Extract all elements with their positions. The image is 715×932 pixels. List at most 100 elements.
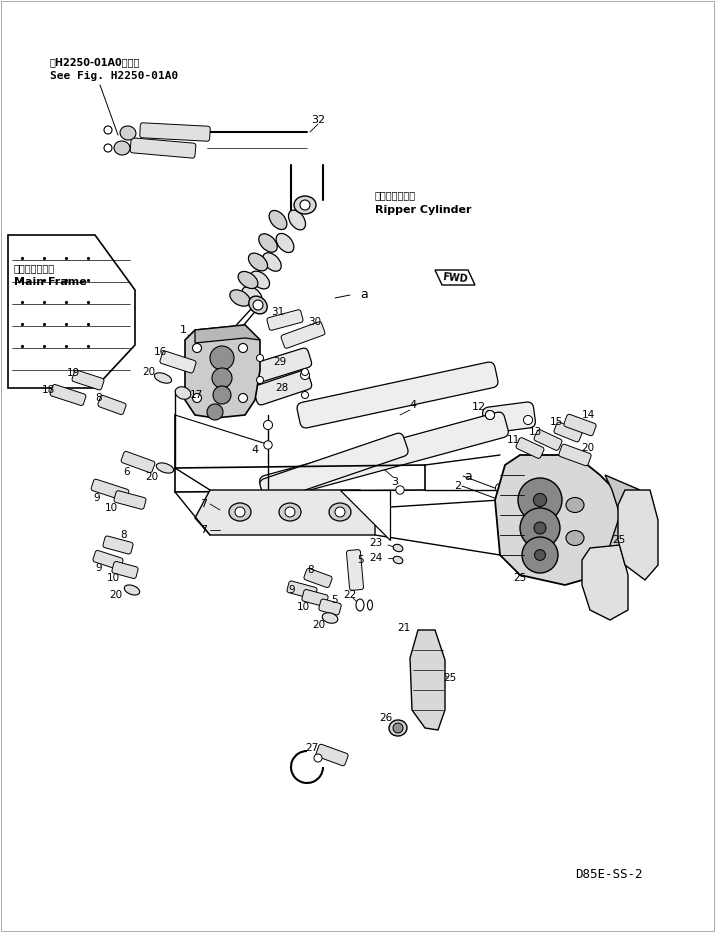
Text: 30: 30 xyxy=(308,317,322,327)
Polygon shape xyxy=(618,490,658,580)
Text: 20: 20 xyxy=(142,367,155,377)
Ellipse shape xyxy=(485,410,495,419)
FancyBboxPatch shape xyxy=(253,348,312,382)
Text: 8: 8 xyxy=(307,565,314,575)
Text: 12: 12 xyxy=(472,402,486,412)
FancyBboxPatch shape xyxy=(139,123,210,141)
Text: 9: 9 xyxy=(94,493,100,503)
Text: メインフレーム: メインフレーム xyxy=(14,263,55,273)
Ellipse shape xyxy=(276,233,294,253)
Ellipse shape xyxy=(124,585,139,595)
Text: 16: 16 xyxy=(154,347,167,357)
Ellipse shape xyxy=(485,410,495,419)
Ellipse shape xyxy=(393,723,403,733)
Text: 27: 27 xyxy=(305,743,318,753)
Ellipse shape xyxy=(495,484,505,492)
Ellipse shape xyxy=(300,370,310,379)
Text: 29: 29 xyxy=(273,357,287,367)
Text: 3: 3 xyxy=(392,477,398,487)
Ellipse shape xyxy=(213,386,231,404)
Text: 24: 24 xyxy=(370,553,383,563)
Polygon shape xyxy=(582,545,628,620)
Ellipse shape xyxy=(229,503,251,521)
Ellipse shape xyxy=(250,271,270,289)
Polygon shape xyxy=(605,475,650,572)
Ellipse shape xyxy=(302,391,308,399)
Ellipse shape xyxy=(257,354,264,362)
Text: 10: 10 xyxy=(107,573,120,583)
FancyBboxPatch shape xyxy=(103,536,133,554)
Ellipse shape xyxy=(235,507,245,517)
Ellipse shape xyxy=(335,507,345,517)
Text: 13: 13 xyxy=(529,427,542,437)
Text: 32: 32 xyxy=(311,115,325,125)
Ellipse shape xyxy=(263,253,281,271)
FancyBboxPatch shape xyxy=(534,430,562,450)
Text: Ripper Cylinder: Ripper Cylinder xyxy=(375,205,471,215)
Ellipse shape xyxy=(269,211,287,229)
Text: 10: 10 xyxy=(105,503,118,513)
Text: 8: 8 xyxy=(121,530,127,540)
Ellipse shape xyxy=(302,368,308,376)
Text: 7: 7 xyxy=(200,499,207,509)
FancyBboxPatch shape xyxy=(564,414,596,436)
Text: a: a xyxy=(360,289,368,301)
FancyBboxPatch shape xyxy=(319,599,341,615)
Text: 23: 23 xyxy=(370,538,383,548)
FancyBboxPatch shape xyxy=(304,569,332,588)
FancyBboxPatch shape xyxy=(516,438,544,459)
Ellipse shape xyxy=(242,286,262,304)
FancyBboxPatch shape xyxy=(91,479,129,500)
Text: 5: 5 xyxy=(332,595,338,605)
Ellipse shape xyxy=(253,300,263,310)
Ellipse shape xyxy=(248,254,267,271)
Ellipse shape xyxy=(239,393,247,403)
Ellipse shape xyxy=(535,550,546,560)
FancyBboxPatch shape xyxy=(72,370,104,390)
Ellipse shape xyxy=(534,522,546,534)
Polygon shape xyxy=(410,630,445,730)
Text: See Fig. H2250-01A0: See Fig. H2250-01A0 xyxy=(50,71,178,81)
Ellipse shape xyxy=(212,368,232,388)
Text: 第H2250-01A0図参照: 第H2250-01A0図参照 xyxy=(50,57,140,67)
FancyBboxPatch shape xyxy=(260,433,408,501)
Text: 19: 19 xyxy=(66,368,80,378)
FancyBboxPatch shape xyxy=(98,395,126,415)
Ellipse shape xyxy=(389,720,407,736)
Text: 26: 26 xyxy=(379,713,392,723)
Ellipse shape xyxy=(210,346,234,370)
Text: 5: 5 xyxy=(358,555,365,565)
Text: 7: 7 xyxy=(200,525,207,535)
Polygon shape xyxy=(8,235,135,388)
Ellipse shape xyxy=(533,493,546,507)
FancyBboxPatch shape xyxy=(267,309,303,330)
Polygon shape xyxy=(185,325,260,418)
Text: 20: 20 xyxy=(581,443,595,453)
Text: 25: 25 xyxy=(443,673,457,683)
FancyBboxPatch shape xyxy=(130,138,196,158)
Ellipse shape xyxy=(314,754,322,762)
Text: FWD: FWD xyxy=(442,272,468,284)
Text: 18: 18 xyxy=(41,385,55,395)
FancyBboxPatch shape xyxy=(297,362,498,428)
Text: 25: 25 xyxy=(513,573,527,583)
Text: 20: 20 xyxy=(109,590,122,600)
Ellipse shape xyxy=(120,126,136,140)
Ellipse shape xyxy=(230,290,250,307)
Ellipse shape xyxy=(566,530,584,545)
Ellipse shape xyxy=(192,344,202,352)
Polygon shape xyxy=(495,455,620,585)
Ellipse shape xyxy=(356,599,364,611)
FancyBboxPatch shape xyxy=(93,551,123,569)
Text: 14: 14 xyxy=(581,410,595,420)
Ellipse shape xyxy=(294,196,316,214)
Text: 11: 11 xyxy=(507,435,520,445)
Polygon shape xyxy=(340,490,390,540)
Ellipse shape xyxy=(264,441,272,449)
Ellipse shape xyxy=(393,556,403,564)
Text: 31: 31 xyxy=(272,307,285,317)
Text: D85E-SS-2: D85E-SS-2 xyxy=(575,869,643,882)
Text: 17: 17 xyxy=(190,390,203,400)
Text: Main Frame: Main Frame xyxy=(14,277,87,287)
FancyBboxPatch shape xyxy=(114,491,146,509)
